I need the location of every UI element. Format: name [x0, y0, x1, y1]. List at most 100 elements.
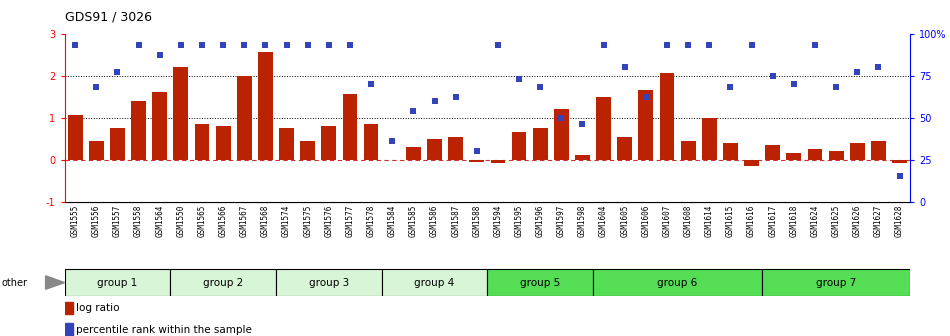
- Point: [744, 43, 759, 48]
- Point: [279, 43, 294, 48]
- Point: [427, 98, 442, 103]
- Point: [490, 43, 505, 48]
- Text: GSM1556: GSM1556: [92, 204, 101, 237]
- Point: [828, 85, 844, 90]
- Text: GSM1607: GSM1607: [662, 204, 672, 237]
- Text: group 6: group 6: [657, 278, 697, 288]
- Bar: [512, 132, 526, 160]
- Point: [152, 53, 167, 58]
- Bar: [593, 269, 762, 296]
- Text: GSM1566: GSM1566: [218, 204, 228, 237]
- Text: GSM1615: GSM1615: [726, 204, 735, 237]
- Bar: [258, 52, 273, 160]
- Point: [385, 138, 400, 144]
- Point: [638, 95, 654, 100]
- Point: [448, 95, 464, 100]
- Text: log ratio: log ratio: [76, 303, 120, 313]
- Point: [871, 65, 886, 70]
- Text: GSM1576: GSM1576: [324, 204, 333, 237]
- Text: GSM1624: GSM1624: [810, 204, 820, 237]
- Bar: [597, 97, 611, 160]
- Bar: [766, 145, 780, 160]
- Text: GSM1550: GSM1550: [177, 204, 185, 237]
- Bar: [385, 160, 400, 161]
- Bar: [762, 269, 910, 296]
- Point: [67, 43, 83, 48]
- Text: GSM1627: GSM1627: [874, 204, 883, 237]
- Point: [195, 43, 210, 48]
- Bar: [892, 160, 907, 163]
- Point: [88, 85, 104, 90]
- Text: GSM1597: GSM1597: [557, 204, 566, 237]
- Text: GSM1598: GSM1598: [578, 204, 587, 237]
- Text: GSM1618: GSM1618: [789, 204, 798, 237]
- Text: GSM1586: GSM1586: [430, 204, 439, 237]
- Point: [257, 43, 273, 48]
- Text: GSM1558: GSM1558: [134, 204, 143, 237]
- Bar: [638, 90, 654, 160]
- Bar: [533, 128, 547, 160]
- Text: GSM1555: GSM1555: [70, 204, 80, 237]
- Bar: [170, 269, 276, 296]
- Bar: [406, 147, 421, 160]
- Bar: [216, 126, 231, 160]
- Point: [300, 43, 315, 48]
- Text: GSM1587: GSM1587: [451, 204, 460, 237]
- Text: GSM1604: GSM1604: [599, 204, 608, 237]
- Point: [723, 85, 738, 90]
- Text: group 7: group 7: [816, 278, 856, 288]
- Bar: [744, 160, 759, 166]
- Point: [554, 115, 569, 120]
- Text: group 3: group 3: [309, 278, 349, 288]
- Text: other: other: [2, 278, 28, 288]
- Bar: [723, 143, 738, 160]
- Bar: [110, 128, 124, 160]
- Text: GSM1594: GSM1594: [493, 204, 503, 237]
- Point: [849, 70, 865, 75]
- Bar: [364, 124, 378, 160]
- Text: GSM1585: GSM1585: [408, 204, 418, 237]
- Text: percentile rank within the sample: percentile rank within the sample: [76, 325, 252, 335]
- Point: [892, 174, 907, 179]
- Text: GSM1595: GSM1595: [515, 204, 523, 237]
- Point: [618, 65, 633, 70]
- Point: [787, 81, 802, 87]
- Bar: [575, 155, 590, 160]
- Bar: [554, 109, 569, 160]
- Point: [765, 73, 780, 78]
- Point: [216, 43, 231, 48]
- Point: [364, 81, 379, 87]
- Text: group 2: group 2: [203, 278, 243, 288]
- Text: GSM1617: GSM1617: [769, 204, 777, 237]
- Point: [406, 108, 421, 114]
- Point: [596, 43, 611, 48]
- Point: [469, 149, 484, 154]
- Text: group 4: group 4: [414, 278, 455, 288]
- Text: GSM1596: GSM1596: [536, 204, 544, 237]
- Point: [110, 70, 125, 75]
- Bar: [428, 138, 442, 160]
- Text: GSM1577: GSM1577: [346, 204, 354, 237]
- Text: GSM1557: GSM1557: [113, 204, 122, 237]
- Text: GSM1588: GSM1588: [472, 204, 482, 237]
- Text: group 1: group 1: [97, 278, 138, 288]
- Text: GSM1625: GSM1625: [831, 204, 841, 237]
- Text: GSM1584: GSM1584: [388, 204, 397, 237]
- Point: [511, 76, 526, 82]
- Bar: [469, 160, 484, 162]
- Text: GSM1608: GSM1608: [684, 204, 693, 237]
- Bar: [618, 136, 632, 160]
- Bar: [152, 92, 167, 160]
- Bar: [89, 141, 104, 160]
- Point: [321, 43, 336, 48]
- Bar: [174, 67, 188, 160]
- Bar: [65, 302, 73, 314]
- Bar: [850, 143, 864, 160]
- Bar: [808, 149, 823, 160]
- Bar: [65, 269, 170, 296]
- Bar: [321, 126, 336, 160]
- Point: [659, 43, 674, 48]
- Point: [173, 43, 188, 48]
- Text: GSM1567: GSM1567: [239, 204, 249, 237]
- Bar: [659, 74, 674, 160]
